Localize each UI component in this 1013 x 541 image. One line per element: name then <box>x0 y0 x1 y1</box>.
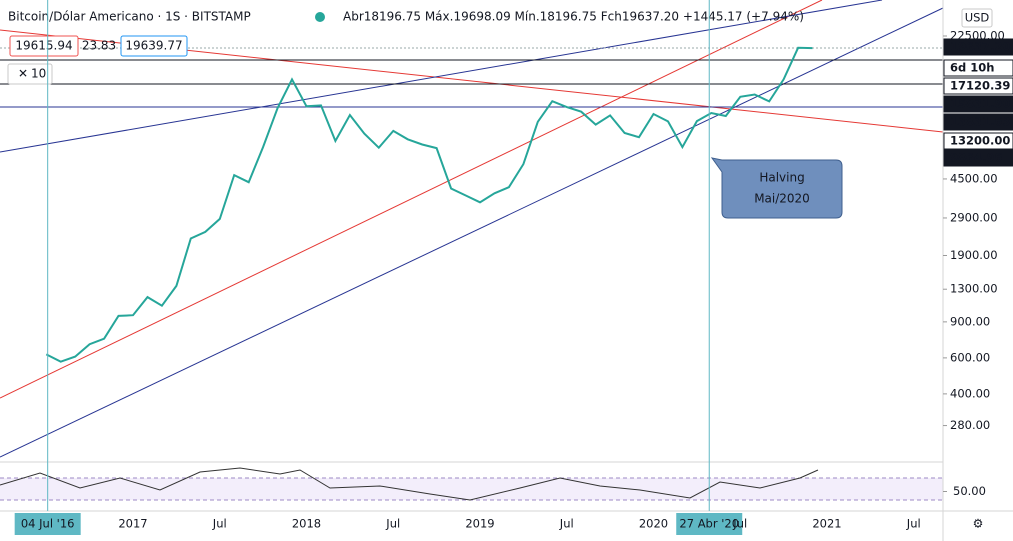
y-tick-label: 2900.00 <box>950 210 998 224</box>
annotation-line: Mai/2020 <box>754 192 810 206</box>
price-line <box>45 46 813 363</box>
symbol: Bitcoin/Dólar Americano · 1S · BITSTAMP <box>8 10 251 24</box>
status-dot <box>315 12 325 22</box>
rsi-line <box>0 467 819 501</box>
annotation-line: Halving <box>759 171 804 185</box>
plot <box>45 46 813 363</box>
x-tick-label: Jul <box>385 517 400 531</box>
price-label-box <box>943 38 1013 56</box>
bid[interactable]: 19615.94 <box>15 39 72 53</box>
price-label: 19637.20 <box>950 40 1010 54</box>
settings-icon[interactable]: ⚙ <box>973 517 984 531</box>
spread: 23.83 <box>82 39 116 53</box>
y-tick-label: 400.00 <box>950 386 990 400</box>
rsi-tick-label: 50.00 <box>953 484 986 498</box>
ask[interactable]: 19639.77 <box>125 39 182 53</box>
price-label: 6d 10h <box>950 61 994 75</box>
x-tick-highlight <box>14 513 81 535</box>
x-tick-label: 2019 <box>465 517 494 531</box>
currency-button[interactable] <box>961 8 993 28</box>
annotation-box <box>710 157 843 219</box>
x-tick-label: 2018 <box>292 517 321 531</box>
quantity[interactable]: 10 <box>31 67 46 81</box>
y-tick-label: 280.00 <box>950 418 990 432</box>
price-label-box <box>943 132 1013 150</box>
x-tick-highlight <box>676 513 743 535</box>
currency[interactable]: USD <box>965 11 990 25</box>
quantity-box[interactable] <box>7 63 53 85</box>
y-tick-label: 1900.00 <box>950 248 998 262</box>
price-label: 13200.00 <box>950 134 1010 148</box>
ask-box[interactable] <box>120 35 188 57</box>
trend-line <box>0 0 883 153</box>
price-label-box <box>943 77 1013 95</box>
price-label-box <box>943 95 1013 113</box>
x-tick-label: 2020 <box>639 517 668 531</box>
x-tick-label: 04 Jul '16 <box>21 517 75 531</box>
x-tick-label: 2017 <box>118 517 147 531</box>
price-label: 13831.63 <box>950 115 1010 129</box>
price-label: 9864.96 <box>950 151 1002 165</box>
y-tick-label: 600.00 <box>950 350 990 364</box>
price-label-box <box>943 149 1013 167</box>
x-tick-label: Jul <box>906 517 921 531</box>
y-tick-label: 1300.00 <box>950 282 998 296</box>
price-label-box <box>943 113 1013 131</box>
quantity-icon: ✕ <box>18 67 28 81</box>
price-label: 15831.90 <box>950 97 1010 111</box>
trend-line <box>0 7 944 458</box>
ohlc: Abr18196.75 Máx.19698.09 Mín.18196.75 Fc… <box>343 10 804 24</box>
y-tick-label: 900.00 <box>950 314 990 328</box>
x-tick-label: 27 Abr '20 <box>679 517 739 531</box>
rsi-band <box>0 478 943 500</box>
x-tick-label: Jul <box>212 517 227 531</box>
x-tick-label: Jul <box>732 517 747 531</box>
price-label: 17120.39 <box>950 79 1010 93</box>
x-tick-label: 2021 <box>812 517 841 531</box>
y-tick-label: 4500.00 <box>950 171 998 185</box>
price-label-box <box>943 59 1013 77</box>
bid-box[interactable] <box>9 35 79 57</box>
x-tick-label: Jul <box>559 517 574 531</box>
trend-line <box>0 0 823 399</box>
